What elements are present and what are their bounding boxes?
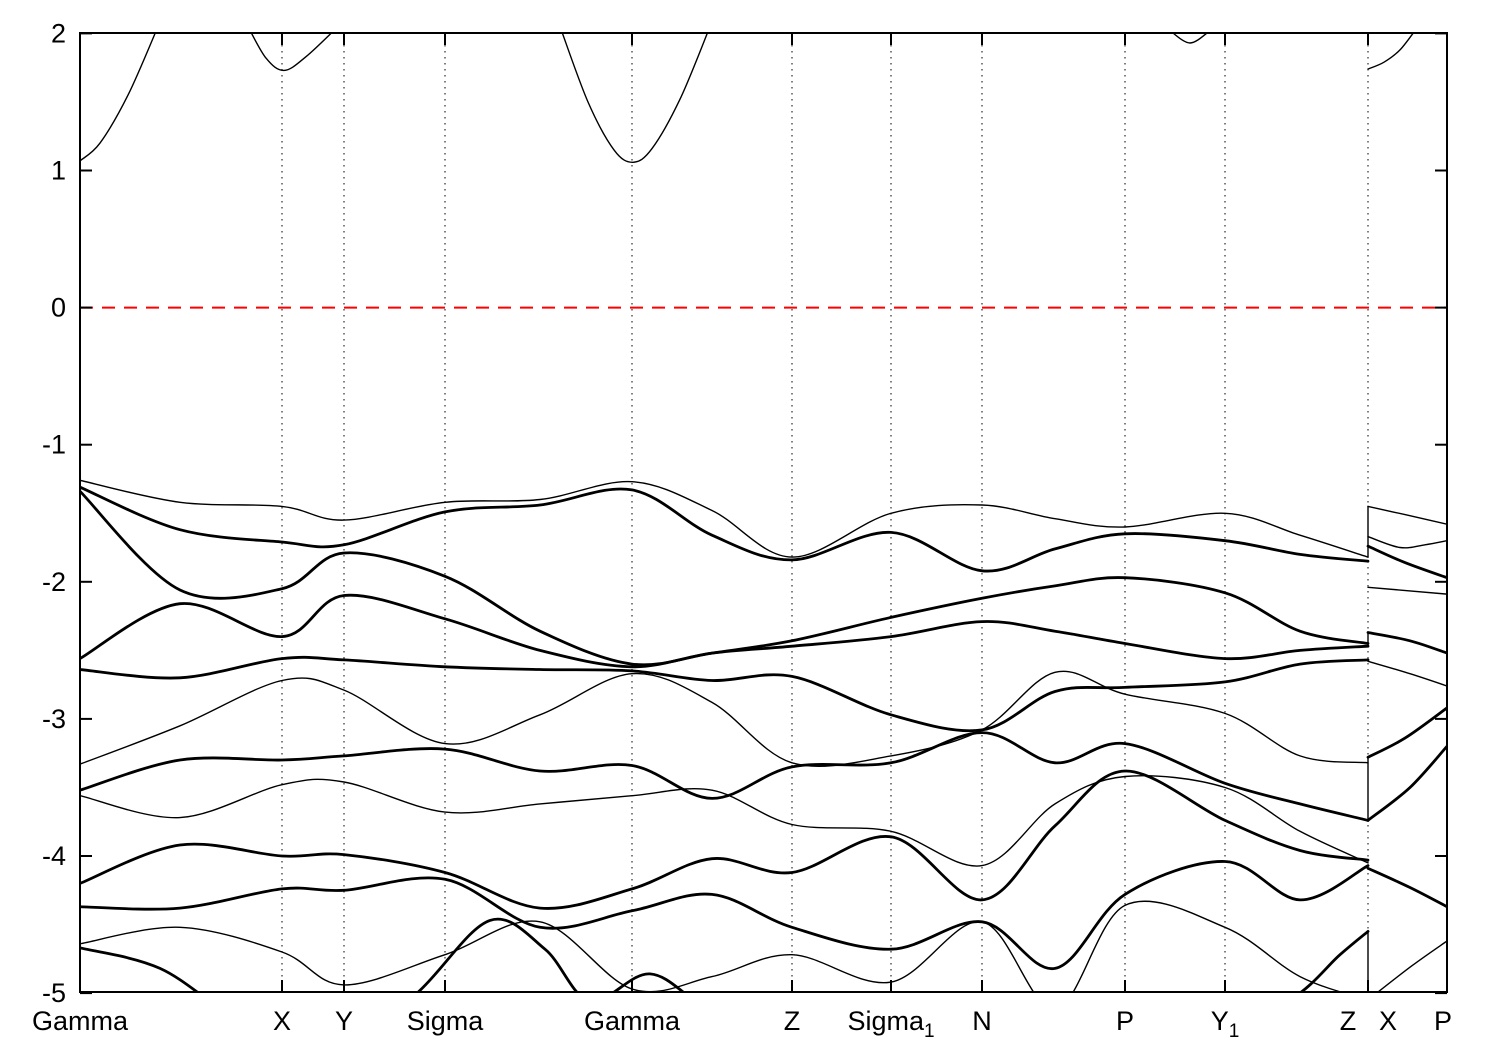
valence-band-v10 (80, 860, 1370, 970)
x-axis-label: X (1379, 1006, 1397, 1036)
right-panel-band-r7 (1366, 706, 1447, 759)
x-axis-label: P (1116, 1006, 1134, 1036)
y-axis-label: 2 (51, 18, 66, 48)
y-axis-label: -3 (42, 704, 66, 734)
valence-band-v8 (80, 774, 1369, 867)
y-axis-label: -5 (42, 978, 66, 1008)
valence-band-v11 (80, 900, 1344, 992)
right-panel-band-r8 (1366, 744, 1447, 822)
x-axis-label: Sigma1 (847, 1006, 934, 1042)
x-axis-label: Z (1340, 1006, 1357, 1036)
axis-ticks (80, 32, 1447, 995)
x-gridlines (281, 33, 1369, 992)
band-curves (80, 33, 1447, 992)
x-axis-label: Sigma (407, 1006, 485, 1036)
right-panel-band-r4 (1367, 586, 1447, 595)
right-panel-band-r6 (1367, 660, 1447, 687)
y-axis-label: -4 (42, 841, 66, 871)
y-axis-label: -2 (42, 567, 66, 597)
valence-band-v6 (80, 670, 1369, 767)
right-panel-band-r10 (1376, 940, 1447, 992)
right-panel-band-r9 (1366, 866, 1447, 909)
y-axis-label: -1 (42, 430, 66, 460)
conduction-band-c3-gamma-valley (561, 33, 709, 164)
x-axis-label: Z (784, 1006, 801, 1036)
x-axis-label: Y (335, 1006, 353, 1036)
y-axis-labels: 2 1 0 -1 -2 -3 -4 -5 (42, 18, 66, 1008)
valence-band-v7 (80, 731, 1370, 822)
conduction-band-c1-gamma-left (80, 33, 156, 162)
x-axis-label: Y1 (1211, 1006, 1240, 1042)
x-axis-labels: Gamma X Y Sigma Gamma Z Sigma1 N P Y1 Z X P (32, 1006, 1452, 1042)
y-axis-label: 0 (51, 293, 66, 323)
plot-frame (79, 32, 1448, 993)
conduction-band-c5-right-panel (1367, 33, 1415, 70)
valence-band-v9 (80, 769, 1370, 910)
y-axis-label: 1 (51, 156, 66, 186)
right-panel-band-r5 (1366, 631, 1447, 655)
x-axis-label: P (1434, 1006, 1452, 1036)
valence-band-v4 (80, 593, 1370, 669)
valence-band-v1 (80, 479, 1369, 558)
valence-band-v5 (80, 655, 1370, 733)
x-axis-label: X (273, 1006, 291, 1036)
x-axis-label: N (972, 1006, 992, 1036)
valence-band-v2 (80, 485, 1370, 573)
conduction-band-c4-y1-dip (1171, 33, 1209, 44)
valence-band-v12-lowest (80, 917, 1370, 992)
right-panel-band-r1 (1367, 505, 1447, 525)
x-axis-label: Gamma (32, 1006, 129, 1036)
x-axis-label: Gamma (584, 1006, 681, 1036)
right-panel-band-r3 (1366, 544, 1447, 580)
right-panel-band-r2 (1367, 535, 1447, 549)
conduction-band-c2-x-dip (250, 33, 333, 72)
